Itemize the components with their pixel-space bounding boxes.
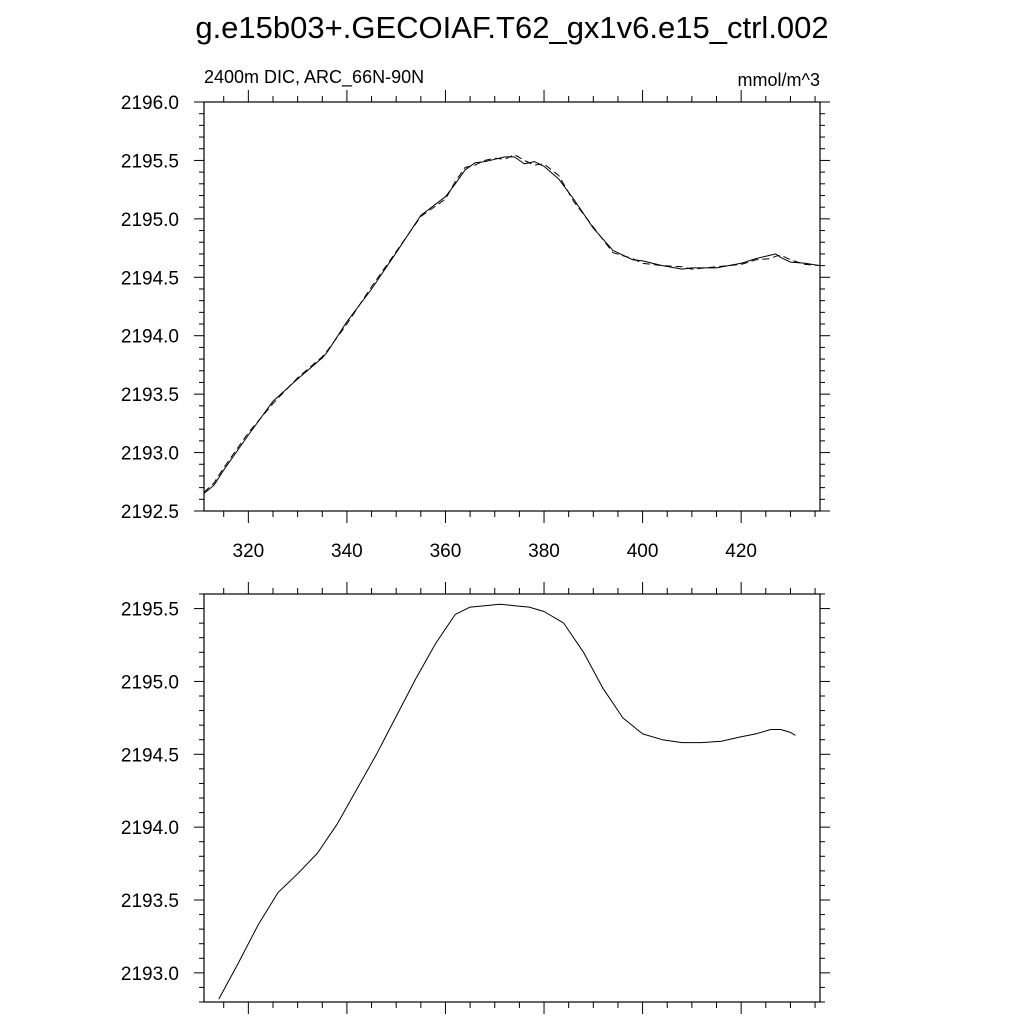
top-xtick-label: 400 <box>627 541 659 562</box>
bottom-series-line-solid <box>218 603 796 1000</box>
bottom-ytick-label: 2193.5 <box>121 891 179 912</box>
top-xtick-label: 380 <box>528 541 560 562</box>
top-plot-frame <box>203 101 821 512</box>
variable-subtitle: 2400m DIC, ARC_66N-90N <box>204 67 424 88</box>
bottom-y-axis-ticks: 2193.0 2193.5 2194.0 2194.5 2195.0 2195.5 <box>121 593 830 1003</box>
bottom-ytick-label: 2194.5 <box>121 745 179 766</box>
top-series-group <box>203 154 821 494</box>
top-ytick-label: 2193.5 <box>121 385 179 406</box>
top-series-line-dashed <box>203 154 821 493</box>
top-series-line-solid <box>203 156 821 494</box>
top-ytick-label: 2194.5 <box>121 268 179 289</box>
top-xtick-label: 420 <box>725 541 757 562</box>
top-ytick-label: 2192.5 <box>121 502 179 523</box>
figure-title: g.e15b03+.GECOIAF.T62_gx1v6.e15_ctrl.002 <box>195 10 828 45</box>
top-panel: 2192.5 2193.0 2193.5 2194.0 2194.5 2195.0 2195… <box>121 90 830 562</box>
bottom-ytick-label: 2193.0 <box>121 964 179 985</box>
units-subtitle: mmol/m^3 <box>738 70 820 90</box>
bottom-x-axis-ticks <box>223 582 816 1014</box>
top-ytick-label: 2196.0 <box>121 93 179 114</box>
bottom-series-group <box>218 603 796 1000</box>
top-xtick-label: 320 <box>233 541 265 562</box>
top-ytick-label: 2194.0 <box>121 327 179 348</box>
bottom-plot-frame <box>203 593 821 1003</box>
bottom-ytick-label: 2195.0 <box>121 672 179 693</box>
top-y-axis-ticks: 2192.5 2193.0 2193.5 2194.0 2194.5 2195.0 2195… <box>121 93 830 523</box>
top-ytick-label: 2193.0 <box>121 444 179 465</box>
bottom-ytick-label: 2195.5 <box>121 600 179 621</box>
top-xtick-label: 360 <box>430 541 462 562</box>
top-ytick-label: 2195.0 <box>121 210 179 231</box>
top-ytick-label: 2195.5 <box>121 151 179 172</box>
bottom-panel: 2193.0 2193.5 2194.0 2194.5 2195.0 2195.5 <box>121 582 830 1014</box>
bottom-ytick-label: 2194.0 <box>121 818 179 839</box>
top-xtick-label: 340 <box>331 541 363 562</box>
top-x-axis-ticks: 320 340 360 380 400 420 <box>223 90 816 562</box>
